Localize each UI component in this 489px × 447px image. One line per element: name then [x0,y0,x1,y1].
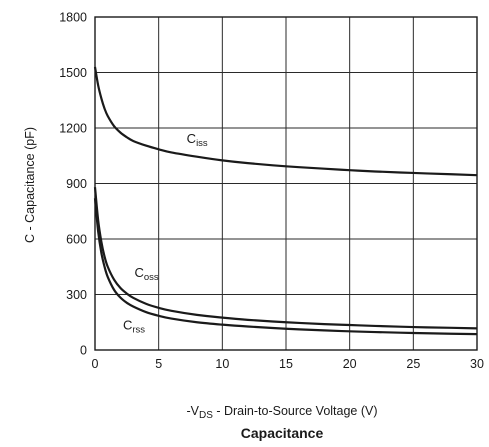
series-label-rss: Crss [123,318,145,336]
y-tick-label: 0 [80,344,87,358]
x-tick-label: 25 [406,357,420,371]
y-tick-label: 1200 [59,122,87,136]
series-lines [93,66,478,336]
x-tick-label: 15 [279,357,293,371]
series-labels: Ciss Coss Crss [123,131,208,336]
y-tick-label: 1800 [59,11,87,25]
y-tick-labels: 0 300 600 900 1200 1500 1800 [59,11,87,358]
x-axis-label: -VDS - Drain-to-Source Voltage (V) [186,404,377,421]
plot-frame [94,16,478,351]
y-tick-label: 1500 [59,66,87,80]
x-tick-label: 10 [215,357,229,371]
series-label-iss: Ciss [187,131,208,149]
x-tick-label: 0 [92,357,99,371]
y-axis-label: C - Capacitance (pF) [23,127,37,243]
y-tick-label: 600 [66,233,87,247]
grid-lines [94,16,478,351]
series-label-oss: Coss [134,265,158,283]
chart-title: Capacitance [241,425,324,441]
y-tick-label: 300 [66,288,87,302]
x-tick-label: 5 [155,357,162,371]
y-tick-label: 900 [66,177,87,191]
series-line-iss [93,66,478,177]
x-tick-labels: 0 5 10 15 20 25 30 [92,357,484,371]
x-tick-label: 20 [343,357,357,371]
series-line-rss [93,198,478,336]
series-line-oss [93,187,478,330]
x-tick-label: 30 [470,357,484,371]
